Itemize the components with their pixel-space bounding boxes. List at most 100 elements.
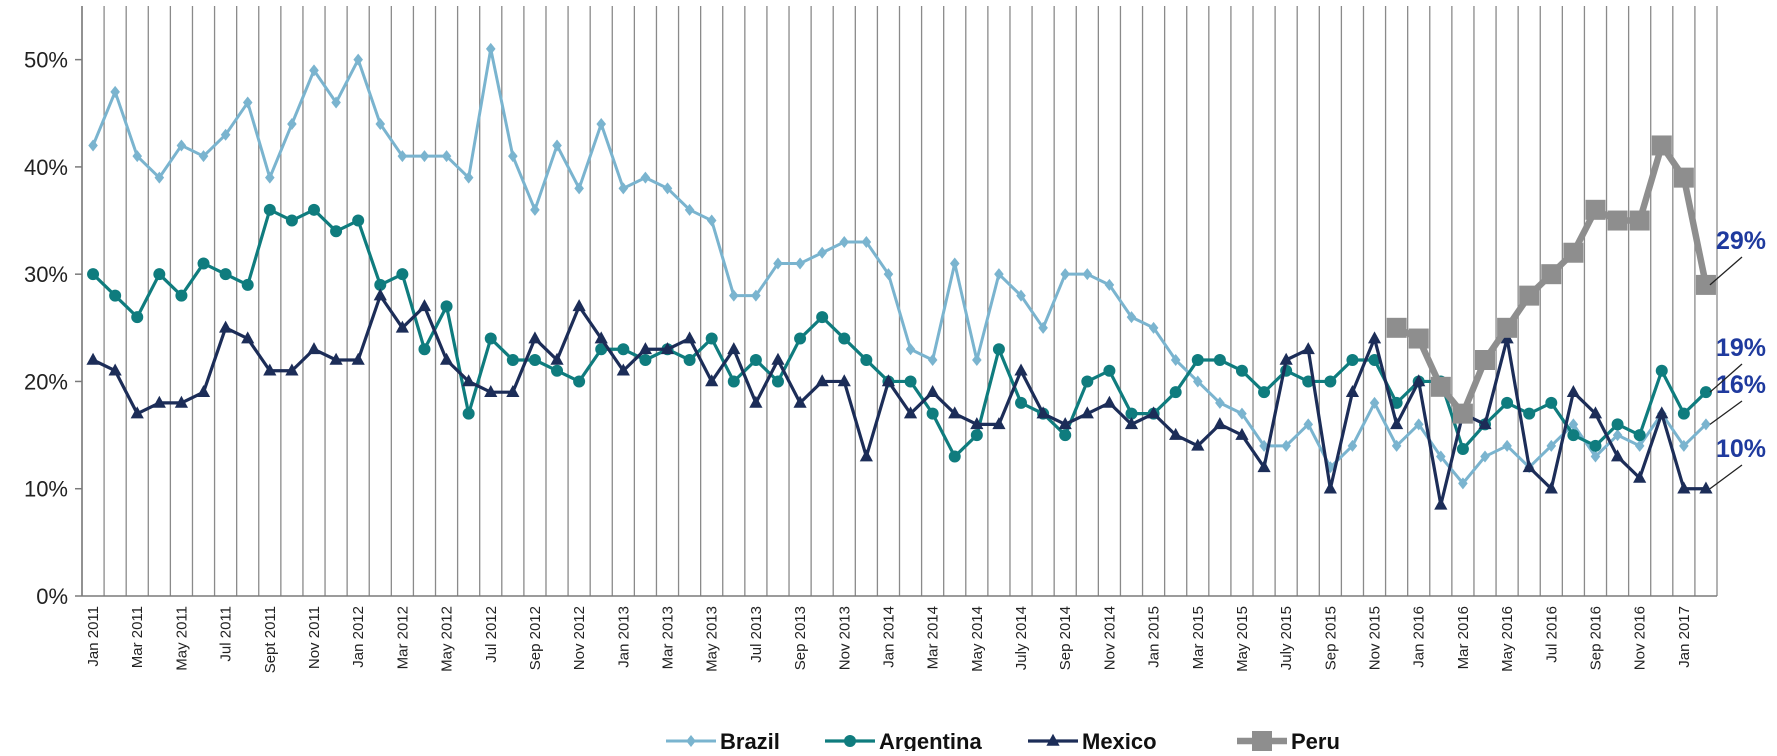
point (1192, 375, 1203, 388)
point (307, 203, 320, 216)
series-line (92, 294, 1706, 507)
point (749, 354, 762, 366)
point (1434, 497, 1448, 510)
point (131, 311, 144, 324)
y-tick-label: 0% (36, 584, 68, 609)
point (1480, 450, 1490, 463)
point (1655, 364, 1668, 377)
point (1390, 396, 1403, 409)
x-tick-label: Sept 2011 (262, 606, 279, 673)
point (1568, 418, 1579, 431)
point (309, 64, 319, 77)
x-tick-label: Mar 2014 (925, 606, 942, 669)
point (1522, 460, 1536, 473)
point (528, 354, 541, 366)
point (683, 354, 696, 366)
x-tick-label: Nov 2016 (1632, 606, 1649, 670)
x-tick-label: Jan 2014 (880, 606, 897, 668)
series-line (91, 47, 1707, 485)
point (484, 384, 498, 397)
point (926, 407, 939, 420)
point (352, 214, 365, 227)
point (1014, 363, 1028, 376)
y-tick-label: 30% (24, 262, 68, 287)
point (1391, 439, 1402, 452)
point (1607, 210, 1628, 231)
x-tick-label: Nov 2012 (571, 606, 588, 670)
point (728, 289, 739, 302)
point (1679, 439, 1689, 452)
x-tick-label: Mar 2013 (660, 606, 677, 669)
x-tick-label: Sep 2014 (1057, 606, 1074, 670)
point (88, 139, 98, 152)
point (972, 354, 982, 366)
x-tick-label: Jul 2012 (483, 606, 500, 663)
point (706, 214, 717, 227)
point (1102, 395, 1116, 408)
point (176, 139, 187, 152)
point (1257, 460, 1271, 473)
point (794, 332, 807, 345)
point (1059, 429, 1072, 442)
point (219, 268, 232, 281)
point (1413, 418, 1424, 431)
point (1369, 396, 1380, 409)
point (353, 53, 363, 66)
point (795, 257, 805, 270)
point (175, 289, 188, 302)
legend-marker (686, 735, 696, 747)
point (417, 299, 432, 312)
point (108, 363, 122, 376)
point (1589, 439, 1602, 452)
point (374, 278, 387, 291)
x-tick-label: May 2011 (173, 606, 190, 671)
point (773, 257, 783, 270)
point (285, 214, 298, 227)
point (395, 320, 409, 333)
point (241, 278, 254, 291)
point (926, 384, 940, 397)
value-label: 16% (1716, 371, 1766, 399)
x-tick-label: July 2015 (1278, 606, 1295, 670)
point (220, 128, 231, 141)
point (1015, 396, 1028, 409)
point (1103, 364, 1116, 377)
point (330, 225, 343, 238)
point (109, 289, 122, 302)
point (839, 236, 850, 248)
point (329, 352, 343, 365)
point (1082, 268, 1093, 281)
point (992, 417, 1006, 430)
point (174, 395, 189, 408)
point (1673, 167, 1694, 188)
point (1170, 354, 1181, 366)
point (1345, 384, 1360, 397)
legend-marker (844, 735, 856, 747)
leader-line (1709, 400, 1743, 425)
point (506, 384, 520, 397)
point (683, 331, 697, 344)
point (287, 118, 297, 130)
value-label: 19% (1716, 334, 1766, 362)
point (1699, 386, 1712, 399)
point (285, 363, 299, 376)
point (1545, 396, 1558, 409)
point (660, 342, 675, 355)
point (595, 343, 608, 356)
point (1258, 386, 1271, 399)
x-tick-label: Nov 2015 (1367, 606, 1384, 670)
point (196, 384, 211, 397)
point (1590, 450, 1601, 463)
point (198, 150, 209, 163)
legend-marker (1046, 733, 1060, 746)
point (727, 342, 741, 355)
point (1036, 406, 1050, 419)
x-tick-label: July 2014 (1013, 606, 1030, 670)
point (1323, 481, 1337, 494)
legend-label: Brazil (720, 729, 780, 751)
point (1235, 427, 1249, 440)
point (883, 268, 894, 281)
x-tick-label: Nov 2014 (1101, 606, 1118, 670)
point (572, 299, 586, 312)
point (1452, 403, 1473, 424)
